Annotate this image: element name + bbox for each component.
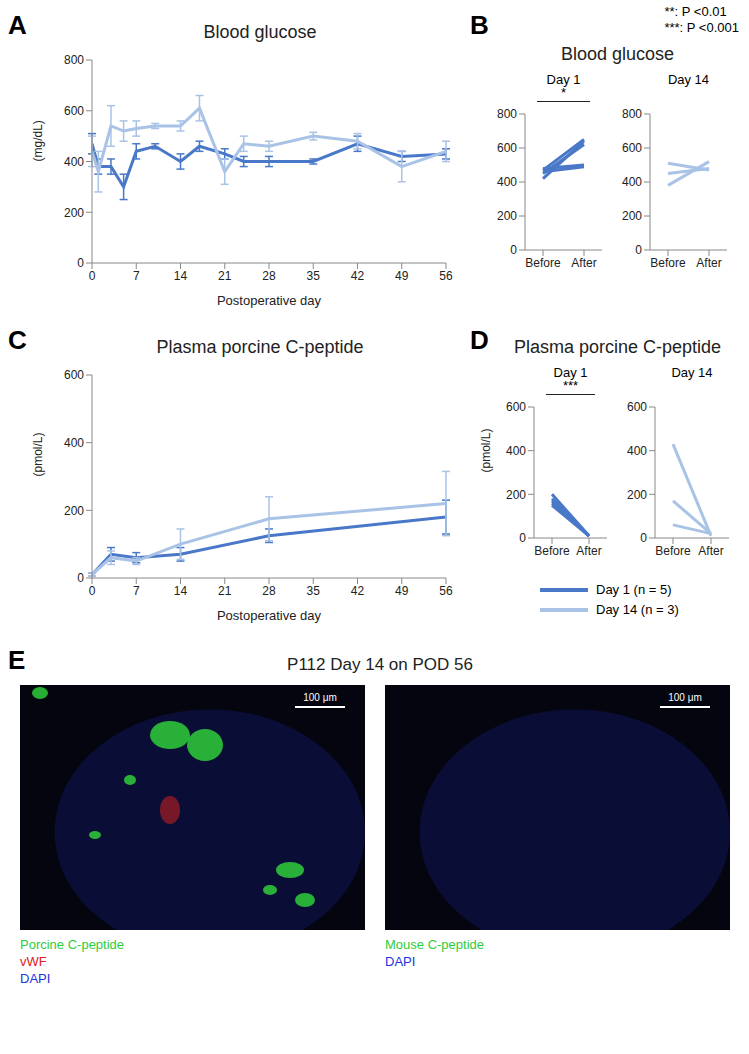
svg-text:56: 56 (439, 584, 453, 598)
html-text:Day 14 (n = 3): Day 14 (n = 3) (596, 602, 679, 617)
svg-text:Before: Before (525, 256, 561, 270)
html-text:***: P <0.001: ***: P <0.001 (664, 20, 739, 35)
svg-text:28: 28 (262, 269, 276, 283)
svg-text:0: 0 (77, 571, 84, 585)
svg-text:600: 600 (622, 141, 642, 155)
html-text:Porcine C-peptide: Porcine C-peptide (20, 937, 125, 952)
svg-text:400: 400 (627, 444, 647, 458)
html-text:vWF: vWF (20, 954, 47, 969)
html-text:A: A (8, 10, 27, 40)
svg-text:0: 0 (77, 256, 84, 270)
svg-text:28: 28 (262, 584, 276, 598)
html-text:E: E (8, 645, 26, 675)
svg-text:200: 200 (622, 209, 642, 223)
html-text:P112 Day 14 on POD 56: P112 Day 14 on POD 56 (287, 655, 473, 674)
svg-text:600: 600 (64, 104, 84, 118)
svg-text:0: 0 (510, 243, 517, 257)
svg-text:49: 49 (395, 584, 409, 598)
html-text:Blood glucose: Blood glucose (203, 22, 317, 42)
svg-text:(mg/dL): (mg/dL) (31, 120, 45, 161)
svg-text:400: 400 (497, 175, 517, 189)
svg-text:800: 800 (622, 108, 642, 121)
svg-text:400: 400 (506, 444, 526, 458)
svg-text:800: 800 (497, 108, 517, 121)
svg-text:600: 600 (497, 141, 517, 155)
svg-text:0: 0 (89, 269, 96, 283)
html-text:Day 1: Day 1 (553, 365, 588, 380)
svg-text:After: After (576, 544, 601, 558)
svg-text:21: 21 (218, 584, 232, 598)
svg-text:200: 200 (64, 504, 84, 518)
svg-text:7: 7 (133, 584, 140, 598)
svg-text:200: 200 (627, 488, 647, 502)
svg-text:After: After (696, 256, 721, 270)
svg-text:0: 0 (635, 243, 642, 257)
svg-text:200: 200 (64, 206, 84, 220)
svg-text:400: 400 (64, 155, 84, 169)
html-text:Day 1: Day 1 (546, 72, 581, 87)
html-text:Blood glucose: Blood glucose (561, 44, 674, 64)
html-text:Mouse C-peptide: Mouse C-peptide (385, 937, 484, 952)
svg-text:600: 600 (506, 401, 526, 414)
svg-text:After: After (698, 544, 723, 558)
svg-text:200: 200 (497, 209, 517, 223)
html-text:D: D (470, 325, 489, 355)
html-text:Day 14: Day 14 (667, 72, 710, 87)
svg-text:0: 0 (89, 584, 96, 598)
svg-text:14: 14 (174, 584, 188, 598)
svg-text:400: 400 (64, 436, 84, 450)
svg-text:800: 800 (64, 53, 84, 67)
svg-text:Before: Before (534, 544, 570, 558)
svg-text:7: 7 (133, 269, 140, 283)
html-text:Plasma porcine C-peptide: Plasma porcine C-peptide (156, 337, 364, 357)
html-text:**: P <0.01: **: P <0.01 (664, 4, 727, 19)
svg-text:(pmol/L): (pmol/L) (480, 428, 493, 472)
svg-text:35: 35 (307, 269, 321, 283)
svg-text:100 μm: 100 μm (303, 692, 337, 703)
svg-text:0: 0 (640, 531, 647, 545)
html-text:Day 14: Day 14 (671, 365, 713, 380)
html-text:B: B (470, 10, 489, 40)
svg-text:Before: Before (650, 256, 686, 270)
svg-text:14: 14 (174, 269, 188, 283)
svg-text:600: 600 (627, 401, 647, 414)
svg-text:56: 56 (439, 269, 453, 283)
html-text:DAPI: DAPI (385, 954, 416, 969)
svg-text:100 μm: 100 μm (668, 692, 702, 703)
svg-text:42: 42 (351, 269, 365, 283)
html-text:C: C (8, 325, 27, 355)
html-text:Day 1 (n = 5): Day 1 (n = 5) (596, 582, 672, 597)
svg-text:After: After (571, 256, 596, 270)
svg-text:Postoperative day: Postoperative day (217, 293, 322, 308)
svg-text:21: 21 (218, 269, 232, 283)
html-text:Plasma porcine C-peptide: Plasma porcine C-peptide (513, 337, 721, 357)
svg-text:49: 49 (395, 269, 409, 283)
html-text:DAPI: DAPI (20, 971, 51, 986)
svg-text:0: 0 (519, 531, 526, 545)
svg-text:200: 200 (506, 488, 526, 502)
svg-text:(pmol/L): (pmol/L) (31, 432, 45, 476)
svg-text:Postoperative day: Postoperative day (217, 608, 322, 623)
svg-text:Before: Before (655, 544, 691, 558)
svg-text:42: 42 (351, 584, 365, 598)
svg-text:35: 35 (307, 584, 321, 598)
svg-text:600: 600 (64, 368, 84, 382)
svg-text:400: 400 (622, 175, 642, 189)
